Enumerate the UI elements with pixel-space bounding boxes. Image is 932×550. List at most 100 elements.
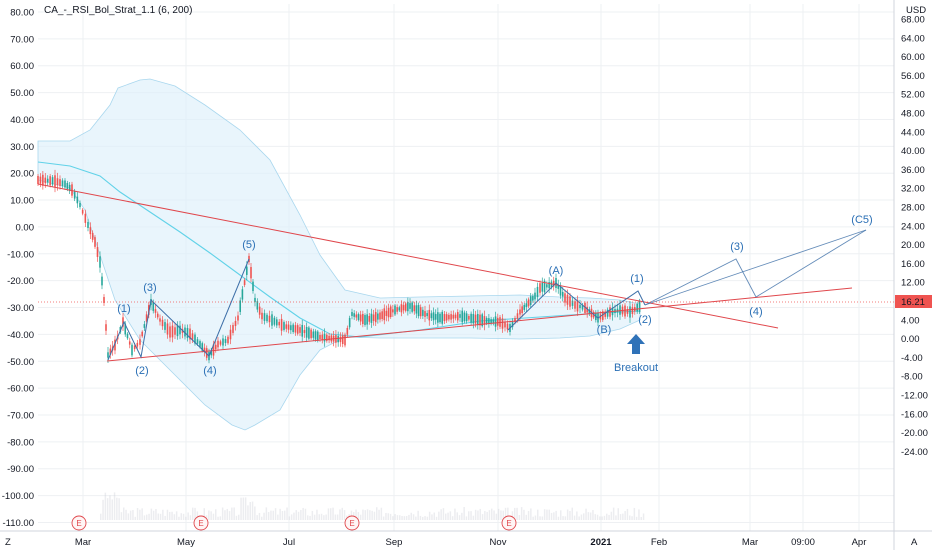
candle-body bbox=[258, 306, 261, 315]
right-tick-label: 60.00 bbox=[901, 52, 925, 63]
candle-body bbox=[59, 179, 61, 186]
candle-body bbox=[579, 304, 581, 309]
volume-bar bbox=[182, 513, 185, 520]
candle-body bbox=[328, 335, 330, 341]
volume-bar bbox=[150, 508, 153, 520]
candle-body bbox=[131, 344, 133, 356]
candle-body bbox=[424, 311, 426, 317]
candle-body bbox=[290, 325, 292, 331]
left-tick-label: 70.00 bbox=[10, 34, 34, 45]
left-tick-label: -30.00 bbox=[7, 303, 34, 314]
volume-bar bbox=[396, 515, 399, 520]
volume-bar bbox=[451, 516, 454, 520]
candle-body bbox=[145, 314, 148, 322]
left-tick-label: 60.00 bbox=[10, 61, 34, 72]
right-tick-label: 24.00 bbox=[901, 221, 925, 232]
volume-bar bbox=[339, 509, 341, 520]
candle-body bbox=[456, 312, 459, 321]
volume-bar bbox=[622, 513, 624, 520]
volume-bar bbox=[297, 511, 300, 520]
descending-trendline bbox=[37, 183, 779, 329]
left-tick-label: -90.00 bbox=[7, 464, 34, 475]
indicator-title[interactable]: CA_-_RSI_Bol_Strat_1.1 (6, 200) bbox=[44, 5, 192, 16]
volume-bar bbox=[463, 507, 465, 520]
volume-bar bbox=[481, 514, 484, 520]
candle-body bbox=[463, 312, 466, 322]
volume-bar bbox=[399, 515, 401, 520]
volume-bar bbox=[277, 514, 279, 520]
candle-body bbox=[250, 267, 252, 279]
candle-body bbox=[222, 338, 224, 346]
right-tick-label: 20.00 bbox=[901, 240, 925, 251]
time-tick-label: 2021 bbox=[590, 537, 612, 548]
candle-body bbox=[543, 280, 546, 293]
candle-body bbox=[252, 281, 254, 292]
volume-bar bbox=[612, 507, 615, 520]
candle-body bbox=[87, 222, 89, 228]
volume-bar bbox=[465, 516, 468, 520]
wave-label: (A) bbox=[549, 265, 564, 277]
volume-bar bbox=[603, 515, 606, 520]
candle-body bbox=[496, 317, 499, 326]
volume-bar bbox=[327, 508, 330, 520]
volume-bar bbox=[424, 516, 426, 520]
volume-bar bbox=[571, 507, 573, 520]
left-tick-label: -10.00 bbox=[7, 249, 34, 260]
volume-bar bbox=[136, 508, 139, 520]
volume-bar bbox=[523, 509, 525, 520]
candle-body bbox=[126, 333, 129, 339]
candle-body bbox=[381, 311, 383, 319]
candle-body bbox=[81, 209, 84, 214]
candle-body bbox=[483, 316, 486, 325]
candle-body bbox=[273, 317, 276, 325]
volume-bar bbox=[530, 508, 532, 520]
volume-bar bbox=[281, 511, 284, 520]
candle-body bbox=[468, 315, 470, 320]
right-tick-label: 0.00 bbox=[901, 334, 920, 345]
time-tick-label: Mar bbox=[742, 537, 758, 548]
candle-body bbox=[299, 327, 301, 333]
candle-body bbox=[564, 293, 566, 303]
volume-bar bbox=[102, 499, 104, 520]
candle-body bbox=[516, 313, 519, 319]
candle-body bbox=[459, 314, 461, 318]
volume-bar bbox=[385, 512, 387, 520]
candle-body bbox=[37, 175, 39, 185]
volume-bar bbox=[217, 516, 219, 520]
volume-bar bbox=[532, 516, 534, 520]
candle-body bbox=[254, 297, 256, 303]
volume-bar bbox=[311, 510, 314, 520]
candle-body bbox=[133, 345, 136, 350]
volume-bar bbox=[336, 514, 339, 520]
left-tick-label: -60.00 bbox=[7, 384, 34, 395]
volume-bar bbox=[394, 514, 396, 520]
volume-bar bbox=[290, 514, 293, 520]
candle-body bbox=[196, 339, 199, 344]
candle-body bbox=[550, 281, 553, 288]
candle-body bbox=[374, 312, 377, 323]
volume-bar bbox=[189, 515, 192, 520]
candle-body bbox=[521, 306, 523, 314]
volume-bar bbox=[274, 508, 277, 520]
volume-bar bbox=[226, 508, 228, 520]
volume-bar bbox=[617, 508, 619, 520]
candle-body bbox=[139, 339, 141, 345]
volume-bar bbox=[527, 511, 530, 520]
wave-label: (2) bbox=[638, 314, 651, 326]
volume-bar bbox=[210, 511, 212, 520]
volume-bar bbox=[263, 512, 265, 520]
candle-body bbox=[280, 318, 283, 331]
volume-bar bbox=[445, 513, 447, 520]
candle-body bbox=[189, 328, 191, 340]
volume-bar bbox=[585, 508, 587, 520]
volume-bar bbox=[468, 511, 470, 520]
candle-body bbox=[392, 309, 394, 313]
left-tick-label: -50.00 bbox=[7, 357, 34, 368]
candle-body bbox=[71, 184, 73, 196]
candle-body bbox=[159, 318, 161, 322]
volume-bar bbox=[428, 511, 431, 520]
candle-body bbox=[419, 307, 422, 317]
wave-label: (1) bbox=[630, 273, 643, 285]
wave-label: (5) bbox=[242, 239, 255, 251]
